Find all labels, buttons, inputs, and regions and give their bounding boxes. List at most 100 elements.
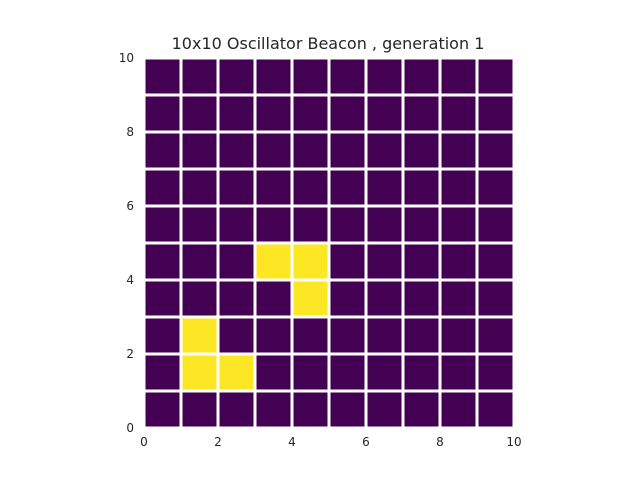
- cell-dead: [293, 96, 328, 131]
- cell-alive: [293, 281, 328, 316]
- cell-dead: [330, 281, 365, 316]
- cell-dead: [404, 244, 439, 279]
- cell-dead: [219, 244, 254, 279]
- cell-dead: [219, 170, 254, 205]
- cell-dead: [256, 170, 291, 205]
- x-tick-label: 6: [362, 435, 370, 449]
- cell-alive: [182, 318, 217, 353]
- y-tick-label: 0: [126, 421, 134, 435]
- cell-dead: [145, 392, 180, 427]
- cell-dead: [478, 207, 513, 242]
- cell-dead: [219, 59, 254, 94]
- cell-dead: [145, 170, 180, 205]
- x-tick-label: 4: [288, 435, 296, 449]
- cell-dead: [441, 281, 476, 316]
- cell-dead: [182, 207, 217, 242]
- cell-dead: [256, 207, 291, 242]
- cell-dead: [478, 244, 513, 279]
- cell-dead: [441, 207, 476, 242]
- cell-dead: [330, 96, 365, 131]
- cell-dead: [441, 244, 476, 279]
- cell-dead: [404, 392, 439, 427]
- cell-dead: [367, 133, 402, 168]
- cell-dead: [293, 59, 328, 94]
- cell-dead: [367, 96, 402, 131]
- y-tick-label: 2: [126, 347, 134, 361]
- x-tick-label: 8: [436, 435, 444, 449]
- cell-dead: [145, 281, 180, 316]
- y-tick-label: 10: [119, 51, 134, 65]
- chart-title: 10x10 Oscillator Beacon , generation 1: [172, 34, 485, 53]
- cell-dead: [441, 355, 476, 390]
- x-tick-label: 10: [506, 435, 521, 449]
- cell-dead: [219, 281, 254, 316]
- cell-dead: [404, 96, 439, 131]
- cell-dead: [330, 133, 365, 168]
- cell-dead: [404, 281, 439, 316]
- cell-alive: [256, 244, 291, 279]
- cell-dead: [478, 133, 513, 168]
- cell-dead: [478, 318, 513, 353]
- cell-dead: [219, 133, 254, 168]
- cell-dead: [293, 392, 328, 427]
- cell-dead: [182, 96, 217, 131]
- cell-dead: [256, 392, 291, 427]
- cell-dead: [293, 355, 328, 390]
- cell-dead: [441, 59, 476, 94]
- cell-dead: [404, 170, 439, 205]
- cell-dead: [404, 59, 439, 94]
- cell-dead: [330, 355, 365, 390]
- cell-dead: [404, 207, 439, 242]
- cell-dead: [404, 355, 439, 390]
- cell-dead: [367, 318, 402, 353]
- cell-dead: [219, 318, 254, 353]
- cell-dead: [219, 96, 254, 131]
- cell-dead: [182, 170, 217, 205]
- cell-dead: [478, 355, 513, 390]
- cell-dead: [293, 170, 328, 205]
- cell-dead: [182, 392, 217, 427]
- cell-dead: [478, 59, 513, 94]
- y-tick-label: 4: [126, 273, 134, 287]
- cell-dead: [145, 318, 180, 353]
- cell-dead: [404, 133, 439, 168]
- cell-dead: [367, 355, 402, 390]
- cell-dead: [256, 281, 291, 316]
- cell-dead: [367, 59, 402, 94]
- cell-alive: [219, 355, 254, 390]
- cell-dead: [441, 133, 476, 168]
- cell-dead: [219, 207, 254, 242]
- cell-dead: [441, 392, 476, 427]
- cell-dead: [145, 355, 180, 390]
- cell-dead: [293, 318, 328, 353]
- cell-dead: [182, 281, 217, 316]
- cell-dead: [367, 281, 402, 316]
- cell-dead: [330, 170, 365, 205]
- cell-dead: [367, 244, 402, 279]
- cell-dead: [330, 392, 365, 427]
- cell-grid: [144, 58, 514, 428]
- x-tick-label: 2: [214, 435, 222, 449]
- cell-dead: [145, 244, 180, 279]
- cell-dead: [145, 59, 180, 94]
- cell-dead: [256, 355, 291, 390]
- y-tick-label: 8: [126, 125, 134, 139]
- cell-dead: [145, 96, 180, 131]
- cell-dead: [293, 133, 328, 168]
- cell-alive: [182, 355, 217, 390]
- x-tick-label: 0: [140, 435, 148, 449]
- cell-dead: [478, 96, 513, 131]
- cell-dead: [256, 96, 291, 131]
- cell-dead: [478, 392, 513, 427]
- cell-dead: [330, 318, 365, 353]
- cell-dead: [182, 59, 217, 94]
- cell-dead: [145, 207, 180, 242]
- cell-dead: [145, 133, 180, 168]
- cell-dead: [330, 59, 365, 94]
- y-tick-label: 6: [126, 199, 134, 213]
- cell-dead: [367, 207, 402, 242]
- cell-dead: [478, 170, 513, 205]
- cell-dead: [182, 133, 217, 168]
- cell-alive: [293, 244, 328, 279]
